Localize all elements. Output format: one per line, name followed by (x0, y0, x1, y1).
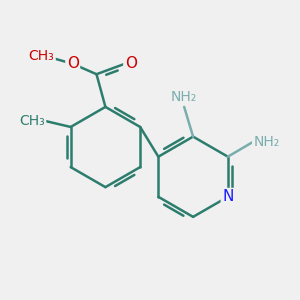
Text: CH₃: CH₃ (28, 50, 54, 63)
Text: NH₂: NH₂ (254, 135, 280, 149)
Text: CH₃: CH₃ (19, 114, 45, 128)
Text: O: O (67, 56, 79, 71)
Text: N: N (222, 189, 233, 204)
Text: O: O (125, 56, 137, 71)
Text: NH₂: NH₂ (171, 89, 197, 103)
